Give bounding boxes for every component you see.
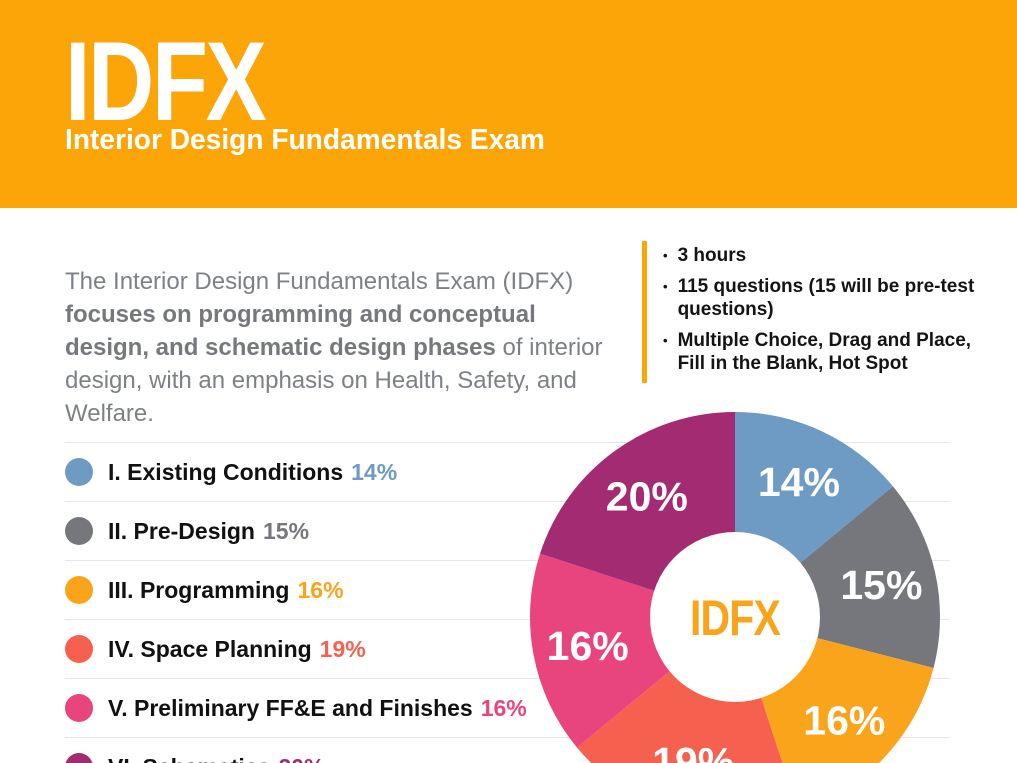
- legend-row: VI. Schematics 20%: [65, 737, 950, 763]
- legend-color-dot: [65, 694, 93, 722]
- bullet-icon: •: [663, 279, 668, 294]
- exam-fact-item: • 3 hours: [663, 244, 993, 267]
- page-title: IDFX: [65, 19, 267, 144]
- slice-label: 20%: [606, 473, 688, 519]
- legend-color-dot: [65, 458, 93, 486]
- donut-hole: [650, 532, 820, 702]
- slice-label: 14%: [758, 459, 840, 505]
- exam-fact-item: • 115 questions (15 will be pre-test ques…: [663, 275, 993, 321]
- exam-facts-list: • 3 hours • 115 questions (15 will be pre-t…: [663, 244, 993, 383]
- exam-facts-panel: • 3 hours • 115 questions (15 will be pre-t…: [642, 238, 1002, 388]
- exam-fact-text: 3 hours: [677, 245, 747, 266]
- legend-percent: 16%: [297, 576, 344, 603]
- accent-bar: [642, 241, 647, 383]
- header-banner: IDFX Interior Design Fundamentals Exam: [0, 0, 1017, 208]
- legend-percent: 20%: [278, 754, 324, 763]
- intro-text-bold: focuses on programming and conceptual de…: [65, 301, 536, 361]
- slice-label: 15%: [840, 562, 922, 608]
- legend-percent: 15%: [262, 517, 310, 544]
- bullet-icon: •: [663, 333, 668, 348]
- legend-percent: 19%: [319, 635, 366, 662]
- legend-label: IV. Space Planning: [108, 635, 312, 662]
- legend-label: VI. Schematics: [108, 754, 270, 763]
- legend-color-dot: [65, 635, 93, 663]
- donut-chart: 14% 15% 16% 19% 16% 20% IDFX: [525, 407, 945, 763]
- legend-row: I. Existing Conditions 14%: [65, 442, 950, 501]
- intro-text-2: of interior design, with an emphasis on …: [65, 334, 603, 427]
- donut-chart-svg: 14% 15% 16% 19% 16% 20% IDFX: [529, 412, 941, 763]
- legend-percent: 14%: [351, 458, 398, 485]
- legend-row: V. Preliminary FF&E and Finishes 16%: [65, 678, 950, 737]
- chart-legend: I. Existing Conditions 14% II. Pre-Design 1…: [65, 442, 950, 763]
- intro-text-1: The Interior Design Fundamentals Exam (I…: [65, 268, 574, 295]
- legend-color-dot: [65, 517, 93, 545]
- bullet-icon: •: [663, 248, 668, 263]
- legend-row: III. Programming 16%: [65, 560, 950, 619]
- chart-center-label: IDFX: [690, 590, 781, 646]
- legend-label: III. Programming: [108, 576, 290, 603]
- page-subtitle: Interior Design Fundamentals Exam: [65, 124, 545, 156]
- legend-label: II. Pre-Design: [108, 517, 255, 544]
- legend-color-dot: [65, 576, 93, 604]
- exam-fact-text: Multiple Choice, Drag and Place, Fill in…: [677, 330, 972, 374]
- slice-label: 19%: [652, 739, 734, 763]
- legend-label: V. Preliminary FF&E and Finishes: [108, 694, 473, 721]
- slice-label: 16%: [803, 697, 885, 743]
- exam-fact-text: 115 questions (15 will be pre-test quest…: [677, 276, 975, 320]
- legend-row: II. Pre-Design 15%: [65, 501, 950, 560]
- exam-fact-item: • Multiple Choice, Drag and Place, Fill i…: [663, 329, 993, 375]
- legend-label: I. Existing Conditions: [108, 458, 344, 485]
- legend-percent: 16%: [480, 694, 527, 721]
- legend-row: IV. Space Planning 19%: [65, 619, 950, 678]
- slice-label: 16%: [547, 623, 629, 669]
- intro-paragraph: The Interior Design Fundamentals Exam (I…: [65, 265, 613, 430]
- legend-color-dot: [65, 753, 93, 763]
